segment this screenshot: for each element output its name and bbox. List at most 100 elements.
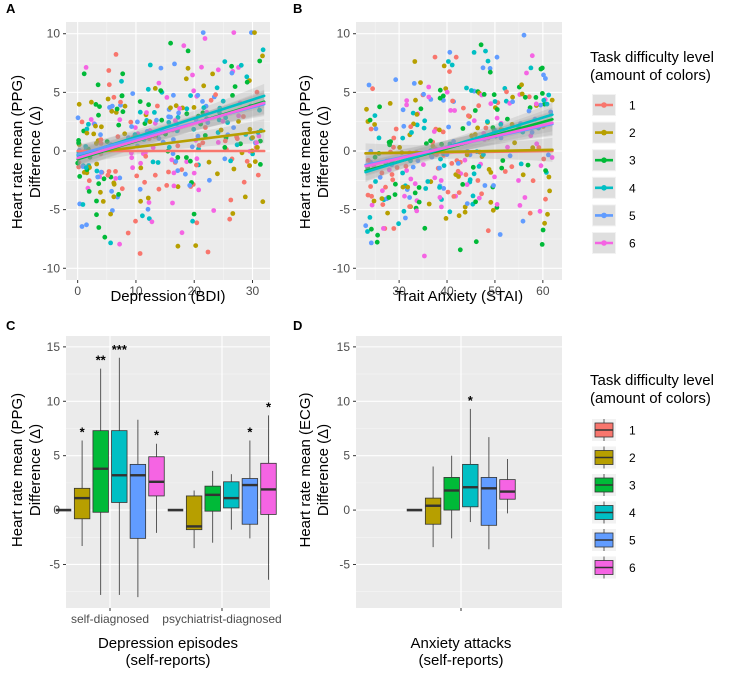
panel-a-point-level-3 (94, 198, 99, 204)
panel-a-point-level-2 (231, 166, 237, 172)
panel-b-point-level-3 (369, 226, 374, 232)
panel-a-point-level-2 (242, 194, 248, 200)
panel-c-2-box-level-4 (223, 481, 240, 509)
panel-b-point-level-4 (467, 177, 473, 183)
panel-b-point-level-3 (457, 247, 463, 253)
panel-a-point-level-6 (171, 183, 177, 189)
panel-b-point-level-5 (407, 195, 412, 200)
panel-b-point-level-5 (480, 65, 486, 71)
panel-a-point-level-6 (184, 159, 190, 165)
panel-a-point-level-4 (260, 47, 266, 53)
panel-a-point-level-4 (225, 120, 231, 125)
panel-a-point-level-6 (194, 156, 200, 162)
panel-b-point-level-2 (437, 127, 442, 133)
panel-b-point-level-5 (373, 126, 379, 132)
panel-a-point-level-3 (137, 99, 143, 104)
panel-b-point-level-1 (368, 184, 373, 189)
panel-a-point-level-2 (99, 124, 104, 130)
panel-a-point-level-1 (208, 97, 214, 103)
panel-b-point-level-5 (487, 66, 493, 71)
panel-b-point-level-5 (520, 218, 526, 224)
panel-b-point-level-6 (448, 108, 453, 113)
panel-b-point-level-2 (372, 122, 377, 127)
panel-a-point-level-6 (220, 118, 226, 124)
panel-a-point-level-3 (75, 160, 81, 166)
panel-a-point-level-3 (116, 192, 121, 197)
panel-a-point-level-6 (171, 170, 177, 176)
panel-b-point-level-5 (491, 183, 496, 188)
panel-b-point-level-5 (363, 223, 369, 229)
legend-top-key-point-4 (601, 185, 607, 191)
panel-a-point-level-2 (152, 86, 158, 91)
panel-b-point-level-6 (494, 202, 500, 207)
panel-b-y-tick-label: 5 (343, 85, 350, 99)
panel-b-point-level-6 (452, 108, 457, 113)
panel-b-point-level-2 (547, 188, 552, 194)
panel-b-point-level-3 (418, 106, 424, 112)
panel-b-point-level-2 (371, 198, 377, 204)
panel-b-point-level-4 (483, 48, 488, 54)
panel-a-point-level-5 (171, 92, 176, 98)
panel-d-1-box-level-3 (443, 477, 460, 511)
panel-b-point-level-5 (410, 164, 416, 170)
panel-a-point-level-1 (244, 158, 250, 164)
panel-a-point-level-4 (257, 107, 262, 113)
panel-b-point-level-3 (490, 125, 496, 130)
panel-b-point-level-5 (377, 174, 383, 180)
panel-a-point-level-2 (84, 130, 90, 136)
panel-a-point-level-2 (260, 53, 265, 59)
legend-bottom: Task difficulty level (amount of colors)… (590, 372, 714, 579)
panel-a-point-level-2 (247, 126, 253, 132)
panel-a-point-level-2 (252, 30, 257, 35)
panel-a-point-level-2 (147, 119, 153, 125)
panel-c-y-tick-label: 15 (47, 340, 61, 354)
panel-a-point-level-4 (119, 78, 124, 84)
panel-b-point-level-6 (464, 182, 470, 188)
panel-b-point-level-6 (431, 129, 437, 134)
panel-b-point-level-1 (475, 178, 481, 183)
panel-c-2-box-level-2 (185, 495, 203, 531)
panel-c-y-tick-label: 10 (47, 394, 61, 408)
panel-b-point-level-4 (400, 135, 406, 141)
panel-a-point-level-1 (164, 183, 170, 188)
panel-a-point-level-2 (91, 131, 97, 137)
panel-a-point-level-2 (191, 105, 197, 110)
panel-a-point-level-1 (106, 82, 112, 88)
panel-b-point-level-3 (460, 126, 466, 131)
panel-a-point-level-2 (236, 119, 241, 124)
panel-b-point-level-1 (432, 54, 438, 60)
panel-a-point-level-5 (207, 177, 212, 183)
panel-b-x-tick-label: 30 (392, 284, 406, 298)
legend-top-label-3: 3 (629, 154, 636, 168)
panel-b-point-level-2 (488, 170, 494, 175)
panel-a-point-level-4 (86, 121, 91, 127)
panel-a-point-level-1 (115, 134, 121, 140)
legend-top-title-line1: Task difficulty level (590, 49, 714, 66)
panel-b-point-level-4 (449, 62, 455, 68)
panel-a-point-level-5 (222, 156, 228, 162)
panel-b-point-level-2 (405, 184, 411, 190)
panel-a-point-level-2 (111, 180, 117, 186)
panel-a-point-level-2 (168, 105, 173, 111)
panel-a-point-level-5 (168, 114, 173, 120)
panel-a-point-level-4 (137, 109, 143, 115)
legend-top-label-2: 2 (629, 126, 636, 140)
panel-a-point-level-2 (260, 199, 266, 205)
panel-a-y-axis-title-line1: Heart rate mean (PPG) (9, 75, 26, 229)
panel-b-point-level-2 (542, 220, 547, 226)
legend-bottom-title-line2: (amount of colors) (590, 390, 711, 407)
panel-b-point-level-1 (541, 156, 547, 162)
panel-b-point-level-6 (381, 226, 386, 231)
panel-a-point-level-6 (211, 208, 217, 213)
legend-top-label-1: 1 (629, 99, 636, 113)
panel-b-point-level-1 (450, 98, 455, 104)
panel-b-point-level-2 (413, 97, 418, 103)
panel-b-point-level-6 (426, 94, 432, 100)
panel-b-point-level-2 (546, 174, 552, 180)
panel-a-point-level-3 (222, 145, 228, 150)
panel-a-point-level-4 (140, 213, 145, 219)
panel-a-point-level-4 (145, 86, 151, 92)
panel-b-point-level-3 (478, 42, 484, 48)
panel-b-point-level-4 (441, 163, 447, 169)
panel-b-x-axis-title: Trait Anxiety (STAI) (395, 288, 523, 305)
